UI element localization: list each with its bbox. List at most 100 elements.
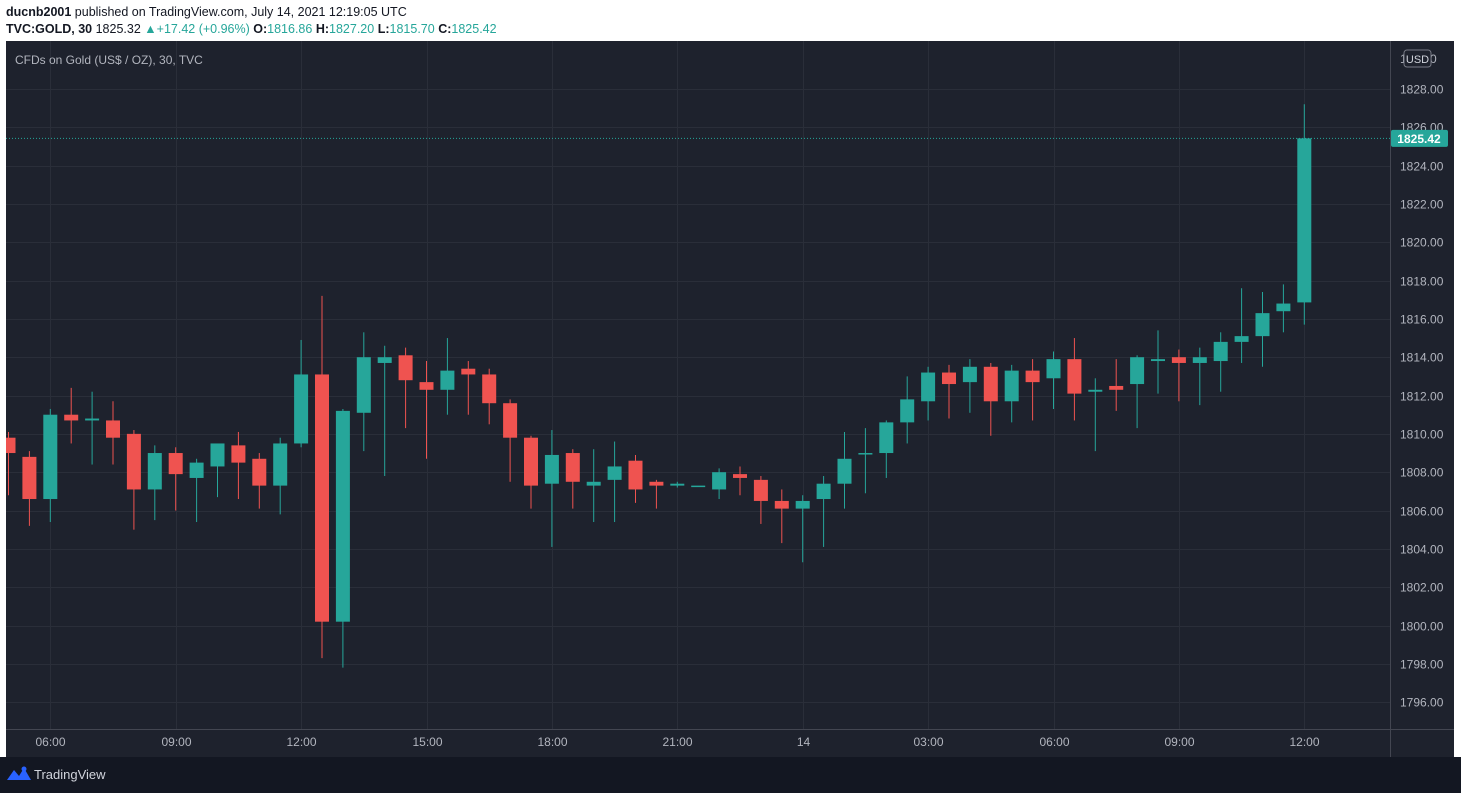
- axis-top-tick-zero: 0: [1430, 52, 1437, 66]
- candlestick-chart[interactable]: 1796.00 1798.00 1800.00 1802.00 1804.00 1806.…: [6, 41, 1454, 757]
- candle-body: [921, 372, 936, 402]
- high-value: 1827.20: [329, 22, 375, 36]
- grid-lines: [6, 41, 1390, 729]
- candle-body: [983, 366, 998, 402]
- candle: [22, 451, 37, 526]
- candle-body: [64, 414, 79, 421]
- candle: [753, 476, 768, 524]
- ohlc-line: TVC:GOLD, 30 1825.32 ▲+17.42 (+0.96%) O:…: [6, 22, 497, 36]
- time-tick-label: 12:00: [1289, 735, 1319, 749]
- open-label: O:: [253, 22, 268, 36]
- candle: [1046, 351, 1061, 409]
- candle: [649, 479, 664, 509]
- candle-body: [22, 456, 37, 500]
- candle: [1088, 378, 1103, 452]
- candle-body: [168, 453, 183, 475]
- time-axis[interactable]: 06:00 09:00 12:00 15:00 18:00 21:00 14 03:00 06:…: [35, 735, 1319, 749]
- candle: [1234, 288, 1249, 363]
- currency-badge-box: [1403, 49, 1432, 68]
- time-tick-label: 09:00: [1164, 735, 1194, 749]
- candle: [106, 401, 120, 465]
- candle-body: [733, 474, 747, 478]
- candle-body: [1276, 303, 1291, 312]
- candle: [1109, 359, 1124, 411]
- candle: [586, 449, 601, 523]
- price-tick-label: 1824.00: [1400, 160, 1444, 174]
- username[interactable]: ducnb2001: [6, 5, 72, 19]
- header: ducnb2001 published on TradingView.com, …: [0, 0, 1461, 40]
- tradingview-brand[interactable]: TradingView: [34, 767, 106, 782]
- candle-body: [942, 372, 956, 385]
- candle-body: [6, 437, 16, 454]
- candle: [1255, 292, 1270, 367]
- candle: [440, 338, 455, 415]
- candle-body: [356, 357, 371, 413]
- close-value: 1825.42: [451, 22, 497, 36]
- candle: [628, 454, 643, 503]
- low-value: 1815.70: [389, 22, 435, 36]
- currency-badge-text: USD: [1406, 54, 1429, 66]
- candle-body: [335, 410, 350, 622]
- candle: [419, 361, 434, 459]
- price-tick-label: 1810.00: [1400, 428, 1444, 442]
- candle: [6, 431, 16, 496]
- price-tick-label: 1800.00: [1400, 620, 1444, 634]
- candle-body: [1297, 138, 1312, 303]
- candle-body: [1088, 389, 1103, 392]
- tradingview-logo-icon[interactable]: [6, 765, 32, 783]
- publisher-line: ducnb2001 published on TradingView.com, …: [6, 5, 407, 19]
- candle: [231, 431, 246, 500]
- candle: [461, 361, 476, 415]
- candle: [273, 437, 288, 515]
- change-value: +17.42 (+0.96%): [156, 22, 250, 36]
- candle-body: [503, 403, 518, 438]
- candle: [85, 391, 100, 465]
- candle-body: [607, 466, 622, 480]
- candle: [607, 441, 622, 523]
- candle: [398, 347, 413, 429]
- candle: [294, 339, 309, 448]
- candle: [858, 428, 873, 494]
- candle: [147, 445, 162, 521]
- candle: [962, 359, 977, 413]
- currency-badge[interactable]: 18 0 USD: [1400, 49, 1437, 68]
- price-tick-label: 1818.00: [1400, 275, 1444, 289]
- candle: [524, 435, 538, 509]
- time-tick-label: 14: [797, 735, 811, 749]
- footer: TradingView: [0, 757, 1461, 793]
- candle: [816, 476, 831, 547]
- candle: [544, 430, 559, 547]
- candle-body: [879, 422, 894, 454]
- candle-body: [106, 420, 120, 438]
- time-tick-label: 15:00: [412, 735, 442, 749]
- price-tick-label: 1820.00: [1400, 236, 1444, 250]
- candle: [837, 431, 852, 509]
- candle-body: [419, 382, 434, 390]
- candle-body: [1192, 357, 1207, 363]
- candle-body: [753, 479, 768, 501]
- last-price-tag: 1825.42: [1391, 129, 1448, 147]
- price-tick-label: 1828.00: [1400, 83, 1444, 97]
- candle-body: [398, 355, 413, 381]
- price-tick-label: 1804.00: [1400, 543, 1444, 557]
- candle: [126, 430, 141, 530]
- candle-body: [231, 445, 246, 463]
- chart-area[interactable]: 1796.00 1798.00 1800.00 1802.00 1804.00 1806.…: [6, 41, 1454, 757]
- candle-body: [482, 374, 497, 404]
- last-price: 1825.32: [95, 22, 141, 36]
- price-axis[interactable]: 1796.00 1798.00 1800.00 1802.00 1804.00 1806.…: [1400, 83, 1444, 710]
- candle-body: [649, 481, 664, 486]
- candle-body: [544, 454, 559, 484]
- candle-body: [210, 443, 225, 467]
- candle-body: [189, 462, 204, 478]
- candle-body: [461, 368, 476, 375]
- candle: [900, 376, 915, 444]
- price-tick-label: 1812.00: [1400, 390, 1444, 404]
- candle-body: [712, 472, 727, 490]
- candle-body: [816, 483, 831, 500]
- candle: [335, 408, 350, 668]
- time-tick-label: 06:00: [35, 735, 65, 749]
- candle: [921, 366, 936, 421]
- candle-body: [315, 374, 329, 622]
- price-tick-label: 1798.00: [1400, 658, 1444, 672]
